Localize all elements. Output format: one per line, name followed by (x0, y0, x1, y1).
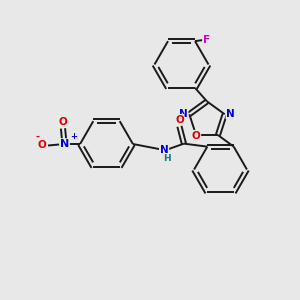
Text: N: N (160, 145, 169, 154)
Text: O: O (175, 115, 184, 124)
Text: F: F (203, 34, 210, 45)
Text: O: O (192, 130, 200, 141)
Text: +: + (70, 132, 77, 141)
Text: N: N (226, 109, 235, 119)
Text: O: O (37, 140, 46, 151)
Text: N: N (60, 139, 69, 149)
Text: H: H (163, 154, 170, 163)
Text: O: O (58, 117, 68, 127)
Text: -: - (36, 131, 40, 142)
Text: N: N (179, 109, 188, 119)
